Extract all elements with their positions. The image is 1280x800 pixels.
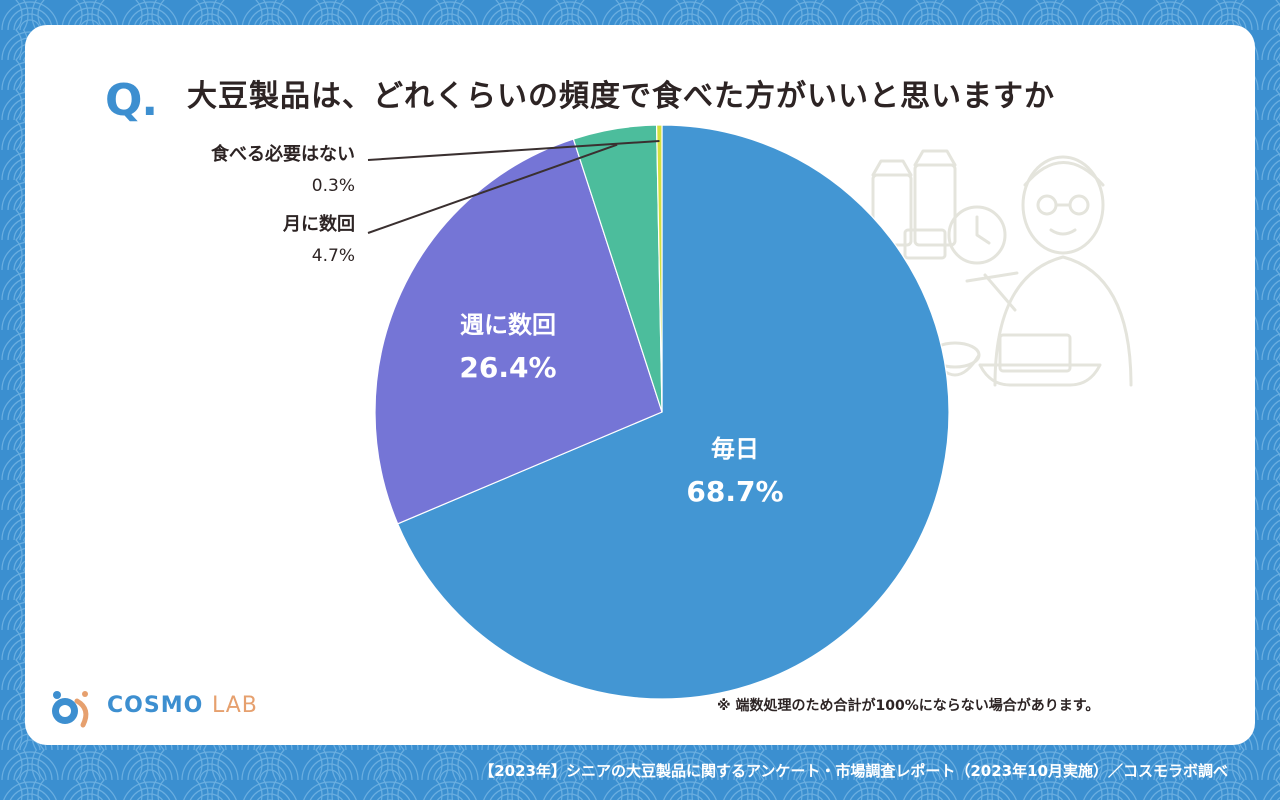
cosmo-lab-logo: COSMO LAB	[47, 685, 257, 731]
leader-line	[367, 143, 618, 234]
cosmo-lab-logo-icon	[52, 691, 89, 728]
slice-label: 毎日	[711, 435, 759, 463]
slice-value-label: 26.4%	[459, 351, 556, 384]
survey-source-caption: 【2023年】シニアの大豆製品に関するアンケート・市場調査レポート（2023年1…	[479, 762, 1228, 780]
pie-slice	[655, 124, 663, 413]
slice-label: 月に数回	[282, 213, 355, 235]
question-title: 大豆製品は、どれくらいの頻度で食べた方がいいと思いますか	[187, 79, 1055, 114]
slice-label: 週に数回	[460, 311, 556, 339]
content-card: Q. 大豆製品は、どれくらいの頻度で食べた方がいいと思いますか 毎日 68.7% 週…	[25, 25, 1255, 745]
pie-slice	[396, 124, 950, 700]
rounding-footnote: ※ 端数処理のため合計が100%にならない場合があります。	[717, 698, 1100, 714]
slice-value-label: 4.7%	[312, 246, 355, 266]
slice-label: 食べる必要はない	[210, 143, 355, 165]
leader-line	[367, 140, 660, 161]
pie-slice	[374, 138, 663, 525]
pie-chart: 毎日 68.7% 週に数回 26.4% 食べる必要はない 0.3% 月に数回 4.7%	[210, 124, 950, 700]
question-mark-label: Q.	[105, 75, 158, 126]
slice-value-label: 68.7%	[686, 475, 783, 508]
slice-value-label: 0.3%	[312, 176, 355, 196]
logo-wordmark: COSMO LAB	[107, 693, 258, 718]
logo-main-text: COSMO	[107, 693, 204, 718]
logo-sub-text: LAB	[211, 693, 258, 718]
